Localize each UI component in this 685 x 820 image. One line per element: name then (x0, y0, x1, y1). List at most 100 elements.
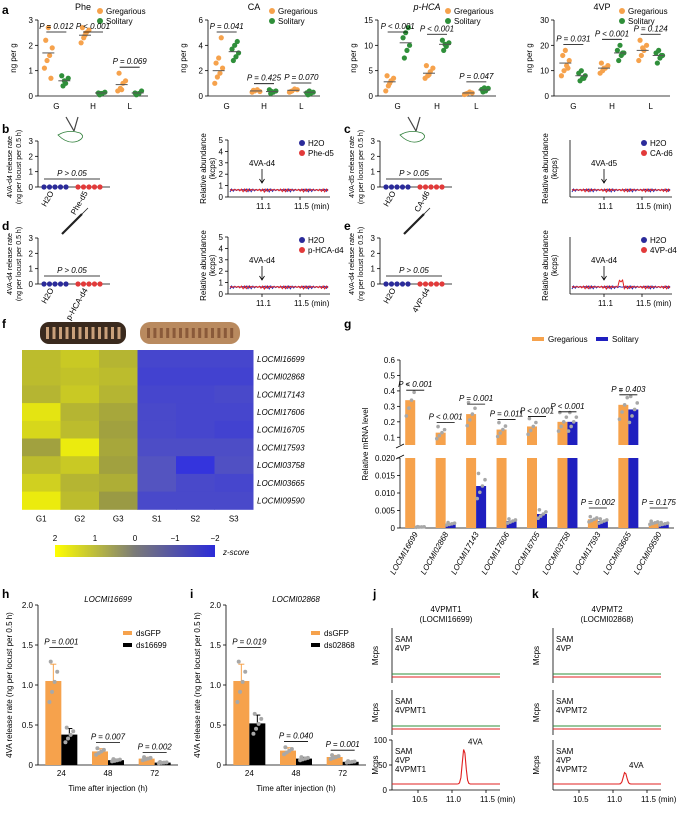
trace-treatment (571, 188, 671, 194)
tissue-stripe (185, 328, 189, 338)
p-value-label: P = 0.040 (279, 732, 314, 741)
data-point (656, 47, 662, 54)
heatmap-cell (22, 367, 61, 386)
bar-gregarious-upper (405, 400, 416, 445)
y-axis-label: Mcps (532, 646, 541, 665)
heatmap-cell (137, 403, 177, 422)
data-point (452, 521, 457, 525)
x-tick-label: p-HCA-d4 (64, 286, 90, 322)
data-point-treatment (439, 281, 445, 287)
tissue-stripe (65, 327, 69, 339)
p-value-label: P = 0.001 (459, 394, 493, 403)
y-tick-label: 6 (199, 16, 204, 25)
reaction-label: 4VPMT1 (395, 706, 427, 715)
data-point (439, 37, 445, 43)
x-tick-label: 72 (150, 769, 159, 778)
heatmap-cell (137, 385, 177, 404)
data-point (254, 726, 259, 731)
data-point (640, 45, 646, 51)
data-point (256, 721, 261, 726)
tissue-stripe (191, 328, 195, 338)
y-axis-label-units: (ng per locust per 0.5 h) (358, 227, 365, 301)
data-point (101, 747, 106, 752)
data-point (243, 669, 248, 674)
y-axis-label: 4VA-d4 release rate (7, 136, 14, 198)
legend-swatch (641, 237, 647, 243)
heatmap-cell (176, 456, 215, 475)
y-tick-label: 0 (29, 280, 34, 289)
data-point (638, 52, 644, 59)
panels-h-i: LOCMI16699 0 0.5 1.0 1.5 2.0 4VA release rate … (5, 595, 366, 793)
bar-ds16699 (108, 760, 124, 765)
peak-label: 4VA (468, 737, 483, 746)
data-point-treatment (75, 184, 81, 190)
y-tick-label: 1.5 (22, 641, 34, 650)
heatmap-col-label: S3 (229, 514, 239, 523)
data-point (235, 700, 240, 704)
axis-break-mark (395, 454, 405, 460)
tissue-stripe (78, 327, 82, 339)
x-tick-label: 11.1 (256, 202, 272, 211)
data-point (273, 88, 279, 94)
y-tick-label: 2.0 (210, 601, 222, 610)
tissue-stripe (217, 328, 221, 338)
bar-gregarious-lower (466, 458, 477, 528)
y-axis-label: 4VA-d4 release rate (349, 233, 356, 295)
data-point-treatment (433, 184, 440, 190)
data-point (403, 30, 409, 36)
heatmap-cell (214, 456, 254, 475)
x-tick-label: LOCMI09590 (632, 530, 664, 576)
x-tick-label: L (299, 102, 304, 111)
x-tick-label: 11.1 (256, 299, 272, 308)
heatmap-cell (99, 385, 138, 404)
y-tick-label: 4 (219, 244, 224, 253)
panel-label-i: i (190, 587, 193, 601)
y-tick-label: 1 (29, 67, 34, 76)
colorbar-label: z-score (222, 548, 250, 557)
legend-swatch (299, 150, 305, 156)
p-value-label: P < 0.001 (595, 29, 629, 38)
data-point (41, 65, 48, 71)
y-tick-label: 0 (369, 92, 374, 101)
data-point (498, 431, 503, 435)
data-point (48, 659, 53, 664)
tissue-stripe (223, 328, 227, 338)
data-point (480, 484, 485, 488)
data-point-water (383, 184, 389, 190)
y-axis-label: Mcps (371, 755, 380, 774)
heatmap-cell (60, 350, 100, 369)
legend-label: ds02868 (324, 641, 355, 650)
trace-annotation: 4VA-d5 (591, 159, 618, 168)
p-value-label: P = 0.019 (232, 638, 267, 647)
data-point (305, 755, 310, 760)
tissue-stripe (147, 328, 150, 338)
chart-title: 4VP (593, 2, 610, 12)
data-point (528, 428, 533, 433)
x-tick-label: 10.5 (573, 795, 589, 804)
tissue-stripe (230, 328, 234, 338)
data-point (407, 406, 411, 410)
bar-ds02868 (296, 758, 312, 765)
legend-swatch (641, 247, 647, 253)
pipette-icon (65, 116, 75, 132)
data-point (55, 669, 60, 674)
bar-solitary-lower (567, 458, 578, 528)
p-value-label: P = 0.031 (556, 34, 590, 43)
data-point (52, 679, 57, 684)
panel-label-f: f (2, 317, 7, 331)
x-tick-label: H (261, 102, 267, 111)
data-point (636, 57, 642, 64)
trace-treatment (229, 188, 329, 194)
y-tick-label: 10 (540, 67, 549, 76)
y-tick-label: 1.0 (22, 681, 34, 690)
data-point (252, 711, 257, 716)
y-tick-label: 5 (219, 136, 224, 145)
y-axis-label: 4VA release rate (ng per locust per 0.5 … (193, 612, 202, 758)
data-point (250, 87, 256, 93)
reaction-label: 4VP (395, 756, 410, 765)
bar-dsgfp (138, 758, 155, 765)
trace-water (571, 285, 671, 290)
data-point (622, 403, 627, 407)
y-tick-label: 1.5 (210, 641, 222, 650)
legend-label-gregarious: Gregarious (548, 335, 588, 344)
